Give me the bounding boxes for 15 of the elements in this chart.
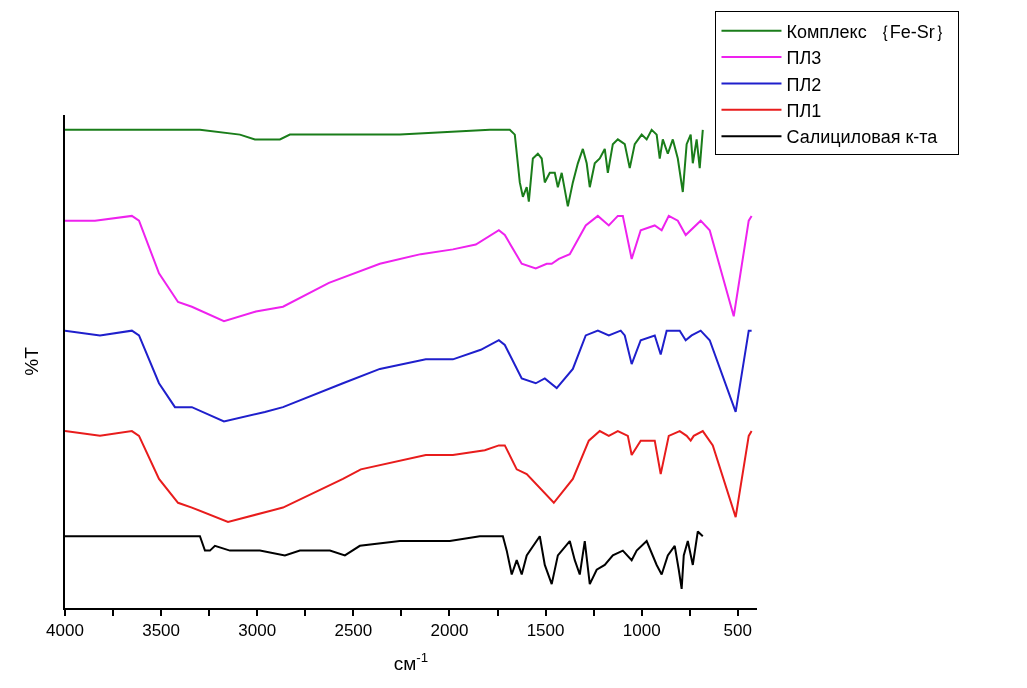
legend-label: ПЛ3 <box>786 48 822 69</box>
legend-label: Комплекс ｛Fe-Sr｝ <box>786 21 953 42</box>
x-tick-label: 4000 <box>46 621 84 641</box>
legend-label: ПЛ1 <box>786 100 822 121</box>
x-axis-title: см$^{-1}$ <box>393 650 429 675</box>
legend-label: Салициловая к-та <box>786 127 939 148</box>
x-tick-label: 500 <box>723 621 752 641</box>
x-tick-label: 1000 <box>622 621 661 641</box>
legend-label: ПЛ2 <box>786 74 822 95</box>
x-tick-label: 1500 <box>526 621 565 641</box>
x-tick-label: 2000 <box>430 621 469 641</box>
x-tick-label: 2500 <box>334 621 373 641</box>
x-tick-label: 3500 <box>142 621 181 641</box>
x-tick-label: 3000 <box>238 621 277 641</box>
y-axis-title: %T <box>20 346 42 376</box>
